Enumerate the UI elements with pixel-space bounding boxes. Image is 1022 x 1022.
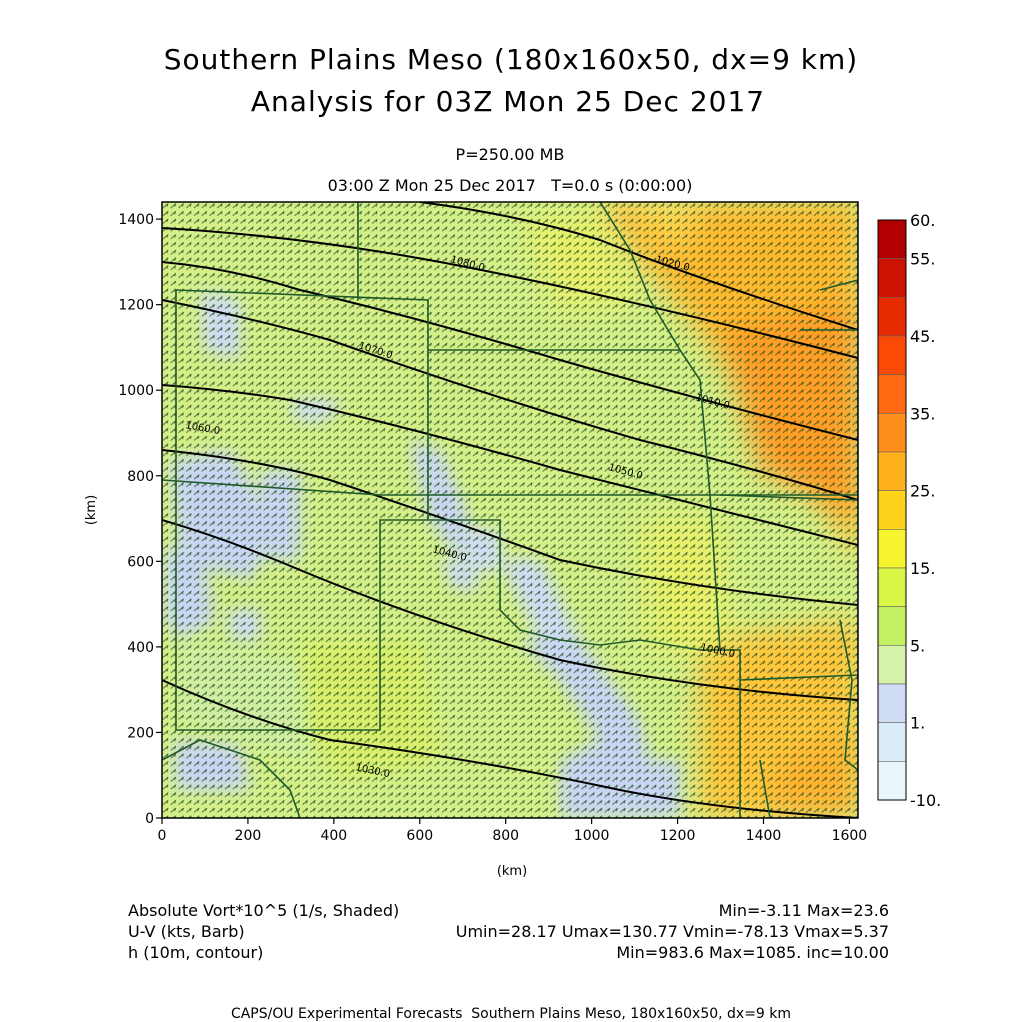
valid-time-label: 03:00 Z Mon 25 Dec 2017 T=0.0 s (0:00:00… <box>327 176 693 195</box>
colorbar-swatch <box>877 645 907 685</box>
colorbar-swatch <box>877 490 907 530</box>
y-tick-label: 600 <box>127 554 154 570</box>
pressure-level-label: P=250.00 MB <box>455 145 565 164</box>
x-tick-label: 1200 <box>660 828 696 844</box>
colorbar-label: 25. <box>910 482 935 501</box>
colorbar-swatch <box>877 529 907 569</box>
x-tick-label: 1600 <box>832 828 868 844</box>
legend-shaded-label: Absolute Vort*10^5 (1/s, Shaded) <box>128 901 400 920</box>
colorbar-label: 15. <box>910 559 935 578</box>
x-tick-label: 1400 <box>746 828 782 844</box>
colorbar-frame <box>877 219 907 801</box>
x-axis: 0 200 400 600 800 1000 1200 1400 1600 <box>158 818 868 844</box>
footer-credit: CAPS/OU Experimental Forecasts Southern … <box>230 1006 792 1022</box>
colorbar-swatch <box>877 761 907 801</box>
colorbar-label: 45. <box>910 327 935 346</box>
colorbar-swatch <box>877 567 907 607</box>
x-tick-label: 800 <box>492 828 519 844</box>
colorbar-swatch <box>877 219 907 259</box>
y-axis-label: (km) <box>84 495 99 525</box>
legend-contour-label: h (10m, contour) <box>128 943 264 962</box>
x-axis-label: (km) <box>497 864 527 879</box>
colorbar-swatch <box>877 335 907 375</box>
colorbar-label: 35. <box>910 404 935 423</box>
wind-barbs <box>162 202 858 818</box>
chart-title-line2: Analysis for 03Z Mon 25 Dec 2017 <box>250 85 766 118</box>
colorbar: 60. 55. 45. 35. 25. 15. 5. 1. -10. <box>877 211 941 810</box>
height-contours <box>162 202 858 818</box>
state-boundaries <box>162 202 858 818</box>
x-tick-label: 400 <box>320 828 347 844</box>
colorbar-swatch <box>877 297 907 337</box>
colorbar-label: 60. <box>910 211 935 230</box>
colorbar-label: 55. <box>910 250 935 269</box>
colorbar-swatch <box>877 722 907 762</box>
colorbar-swatch <box>877 374 907 414</box>
legend-barb-stats: Umin=28.17 Umax=130.77 Vmin=-78.13 Vmax=… <box>455 922 889 941</box>
y-tick-label: 400 <box>127 640 154 656</box>
y-tick-label: 0 <box>145 811 154 827</box>
plot-frame <box>161 201 859 819</box>
y-tick-label: 1000 <box>118 383 154 399</box>
y-tick-label: 1200 <box>118 298 154 314</box>
x-tick-label: 600 <box>406 828 433 844</box>
legend-contour-stats: Min=983.6 Max=1085. inc=10.00 <box>616 943 889 962</box>
y-tick-label: 1400 <box>118 212 154 228</box>
colorbar-swatch <box>877 683 907 723</box>
colorbar-swatch <box>877 413 907 453</box>
y-tick-label: 800 <box>127 469 154 485</box>
colorbar-swatch <box>877 451 907 491</box>
legend-shaded-stats: Min=-3.11 Max=23.6 <box>718 901 889 920</box>
x-tick-label: 200 <box>235 828 262 844</box>
colorbar-swatch <box>877 258 907 298</box>
colorbar-label: 5. <box>910 636 925 655</box>
x-tick-label: 1000 <box>574 828 610 844</box>
y-axis: 0 200 400 600 800 1000 1200 1400 <box>118 212 162 827</box>
colorbar-swatch <box>877 606 907 646</box>
colorbar-label: 1. <box>910 714 925 733</box>
colorbar-label: -10. <box>910 791 941 810</box>
y-tick-label: 200 <box>127 725 154 741</box>
x-tick-label: 0 <box>158 828 167 844</box>
legend-barb-label: U-V (kts, Barb) <box>128 922 245 941</box>
chart-title-line1: Southern Plains Meso (180x160x50, dx=9 k… <box>163 43 859 76</box>
